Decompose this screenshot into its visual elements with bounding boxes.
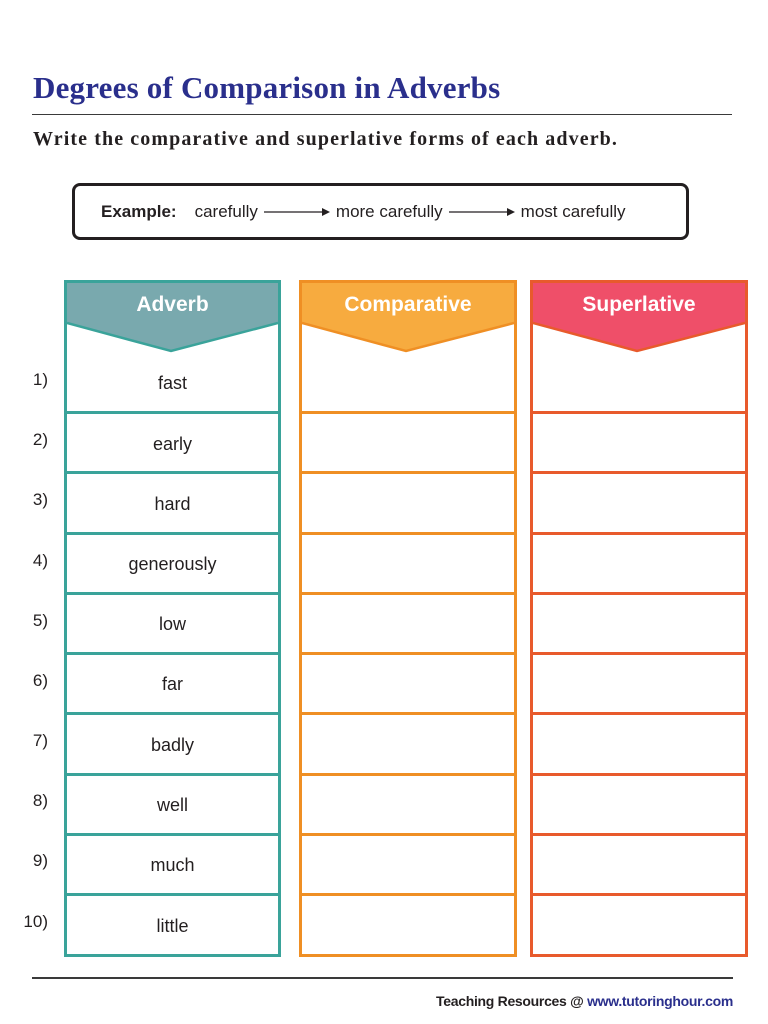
example-box: Example: carefully more carefully most c… [72,183,689,240]
row-divider [67,652,278,655]
row-divider [302,471,514,474]
adverb-header-label: Adverb [136,293,209,316]
row-number: 8) [32,791,48,810]
example-comparative: more carefully [335,201,443,221]
superlative-answer-cell[interactable] [533,474,745,534]
row-divider [67,893,278,896]
superlative-answer-cell[interactable] [533,835,745,895]
row-divider [302,893,514,896]
row-divider [533,712,745,715]
row-number: 2) [32,430,48,449]
comparative-answer-cell[interactable] [302,654,514,714]
row-divider [533,532,745,535]
row-number: 1) [32,370,48,389]
row-divider [533,833,745,836]
right-arrow-icon [262,206,332,218]
example-label: Example: [101,201,177,221]
page-title: Degrees of Comparison in Adverbs [33,70,501,105]
row-divider [302,652,514,655]
example-superlative: most carefully [520,201,626,221]
comparative-answer-cell[interactable] [302,474,514,534]
adverb-cell: fast [157,372,187,393]
row-number: 4) [32,551,48,570]
superlative-answer-cell[interactable] [533,654,745,714]
row-divider [302,773,514,776]
row-divider [533,893,745,896]
adverb-cell: little [156,915,189,936]
row-divider [67,411,278,414]
instructions: Write the comparative and superlative fo… [33,128,618,150]
superlative-answer-cell[interactable] [533,775,745,835]
superlative-answer-cell[interactable] [533,715,745,775]
row-divider [67,592,278,595]
comparative-answer-cell[interactable] [302,534,514,594]
row-divider [533,773,745,776]
adverb-cell: low [158,613,186,634]
superlative-answer-cell[interactable] [533,896,745,956]
adverb-cell: generously [128,553,217,574]
row-divider [302,532,514,535]
adverb-cell: hard [154,493,191,514]
comparative-column: Comparative [299,280,517,957]
adverb-cell: badly [150,734,195,755]
row-divider [533,411,745,414]
comparative-answer-cell[interactable] [302,414,514,474]
row-number: 3) [32,490,48,509]
row-divider [302,712,514,715]
row-divider [67,833,278,836]
row-divider [533,652,745,655]
row-divider [302,592,514,595]
superlative-header-label: Superlative [582,293,696,316]
footer-prefix: Teaching Resources @ [436,993,584,1009]
example-base: carefully [194,201,258,221]
footer-link[interactable]: www.tutoringhour.com [587,993,733,1009]
footer: Teaching Resources @ www.tutoringhour.co… [436,993,733,1009]
adverb-cell: well [156,794,188,815]
row-number: 6) [32,671,48,690]
superlative-header: Superlative [533,283,745,353]
row-number: 10) [23,912,48,931]
superlative-column: Superlative [530,280,748,957]
superlative-answer-cell[interactable] [533,534,745,594]
comparative-answer-cell[interactable] [302,594,514,654]
comparative-answer-cell[interactable] [302,896,514,956]
comparative-answer-cell[interactable] [302,715,514,775]
right-arrow-icon [447,206,517,218]
adverb-cell: far [161,673,183,694]
row-divider [533,592,745,595]
title-divider [32,114,732,115]
comparative-header: Comparative [302,283,514,353]
row-number: 5) [32,611,48,630]
superlative-answer-cell[interactable] [533,414,745,474]
adverb-cell: early [152,433,192,454]
row-number: 9) [32,851,48,870]
row-divider [67,471,278,474]
row-number: 7) [32,731,48,750]
row-divider [67,532,278,535]
adverb-header: Adverb [67,283,278,353]
comparative-answer-cell[interactable] [302,775,514,835]
superlative-answer-cell[interactable] [533,353,745,413]
adverb-column: Adverb fast early hard generously low fa… [64,280,281,957]
row-divider [67,773,278,776]
row-divider [302,833,514,836]
footer-divider [32,977,733,979]
superlative-answer-cell[interactable] [533,594,745,654]
row-divider [302,411,514,414]
comparative-answer-cell[interactable] [302,353,514,413]
comparative-header-label: Comparative [344,293,472,316]
adverb-cell: much [150,854,195,875]
row-divider [67,712,278,715]
comparative-answer-cell[interactable] [302,835,514,895]
row-divider [533,471,745,474]
